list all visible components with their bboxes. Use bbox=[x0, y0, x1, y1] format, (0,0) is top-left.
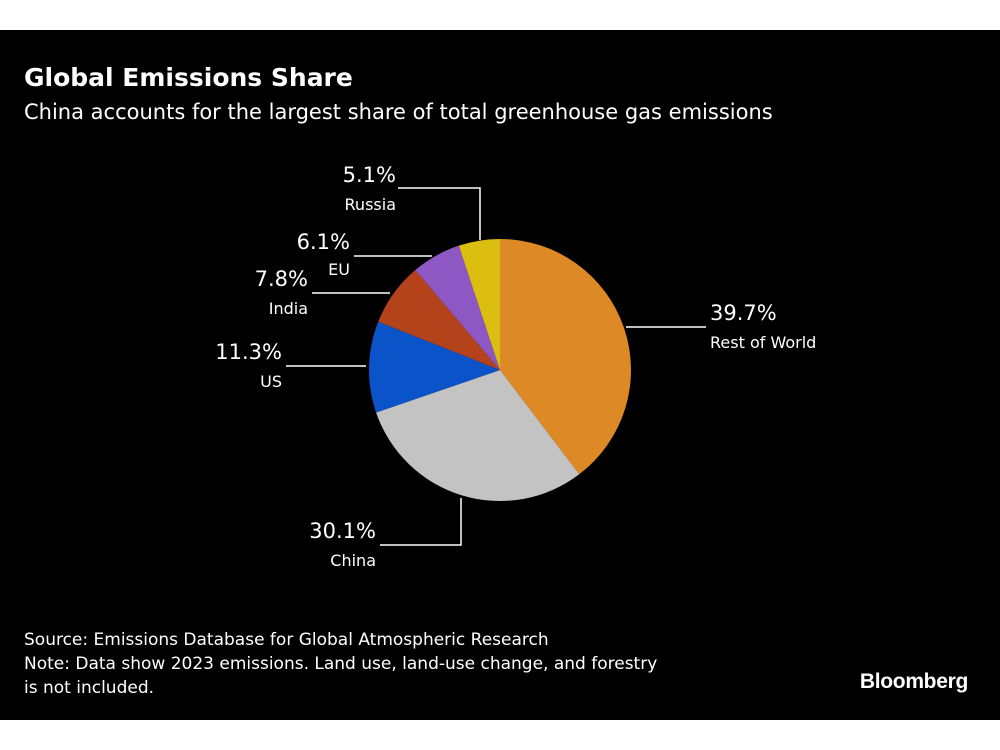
chart-card: Global Emissions Share China accounts fo… bbox=[0, 30, 1000, 720]
chart-title: Global Emissions Share bbox=[24, 63, 353, 92]
category-label-china: China bbox=[330, 551, 376, 570]
leader-line-russia bbox=[398, 187, 481, 240]
source-note: Source: Emissions Database for Global At… bbox=[24, 630, 549, 650]
pie-chart: 39.7% Rest of World 30.1% China 11.3% US 7.8% I… bbox=[215, 163, 816, 570]
category-label-rest-of-world: Rest of World bbox=[710, 333, 816, 352]
data-note-line-1: Note: Data show 2023 emissions. Land use… bbox=[24, 654, 658, 674]
pie-slice-russia bbox=[458, 239, 500, 370]
value-label-eu: 6.1% bbox=[297, 230, 350, 254]
pie-slice-us bbox=[369, 321, 500, 413]
leader-line-china bbox=[380, 498, 462, 546]
value-label-russia: 5.1% bbox=[343, 163, 396, 187]
value-label-rest-of-world: 39.7% bbox=[710, 301, 777, 325]
pie-slice-rest-of-world bbox=[500, 239, 631, 475]
value-label-india: 7.8% bbox=[255, 267, 308, 291]
category-label-eu: EU bbox=[328, 260, 350, 279]
category-label-india: India bbox=[269, 299, 308, 318]
data-note-line-2: is not included. bbox=[24, 678, 155, 698]
pie-slice-eu bbox=[415, 245, 500, 370]
leader-lines bbox=[286, 187, 706, 546]
pie-slices bbox=[369, 239, 631, 501]
value-label-china: 30.1% bbox=[309, 519, 376, 543]
brand-logo: Bloomberg bbox=[859, 670, 968, 693]
category-label-russia: Russia bbox=[345, 195, 396, 214]
chart-subtitle: China accounts for the largest share of … bbox=[24, 100, 773, 124]
slice-labels: 39.7% Rest of World 30.1% China 11.3% US 7.8% I… bbox=[215, 163, 816, 570]
pie-slice-china bbox=[376, 370, 580, 501]
pie-slice-india bbox=[378, 270, 500, 370]
category-label-us: US bbox=[260, 372, 282, 391]
value-label-us: 11.3% bbox=[215, 340, 282, 364]
